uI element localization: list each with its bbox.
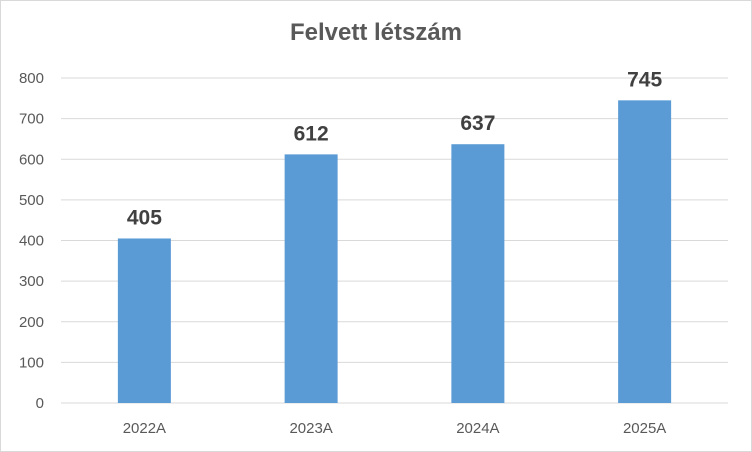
x-tick-label: 2022A: [123, 420, 166, 437]
data-label: 612: [294, 122, 329, 145]
data-label: 637: [460, 112, 495, 135]
y-tick-label: 500: [19, 192, 44, 209]
bar: [117, 238, 171, 403]
bar: [618, 100, 672, 403]
y-tick-label: 600: [19, 151, 44, 168]
data-label: 745: [627, 68, 662, 91]
x-tick-label: 2023A: [289, 420, 332, 437]
y-tick-label: 200: [19, 314, 44, 331]
bar: [451, 144, 505, 403]
x-tick-label: 2025A: [623, 420, 666, 437]
y-tick-label: 700: [19, 111, 44, 128]
y-tick-label: 100: [19, 354, 44, 371]
y-tick-label: 0: [36, 395, 44, 412]
y-tick-label: 300: [19, 273, 44, 290]
bar: [284, 154, 338, 403]
y-tick-label: 800: [19, 70, 44, 87]
chart-title: Felvett létszám: [289, 19, 463, 46]
data-label: 405: [127, 206, 162, 229]
x-tick-label: 2024A: [456, 420, 499, 437]
y-tick-label: 400: [19, 233, 44, 250]
